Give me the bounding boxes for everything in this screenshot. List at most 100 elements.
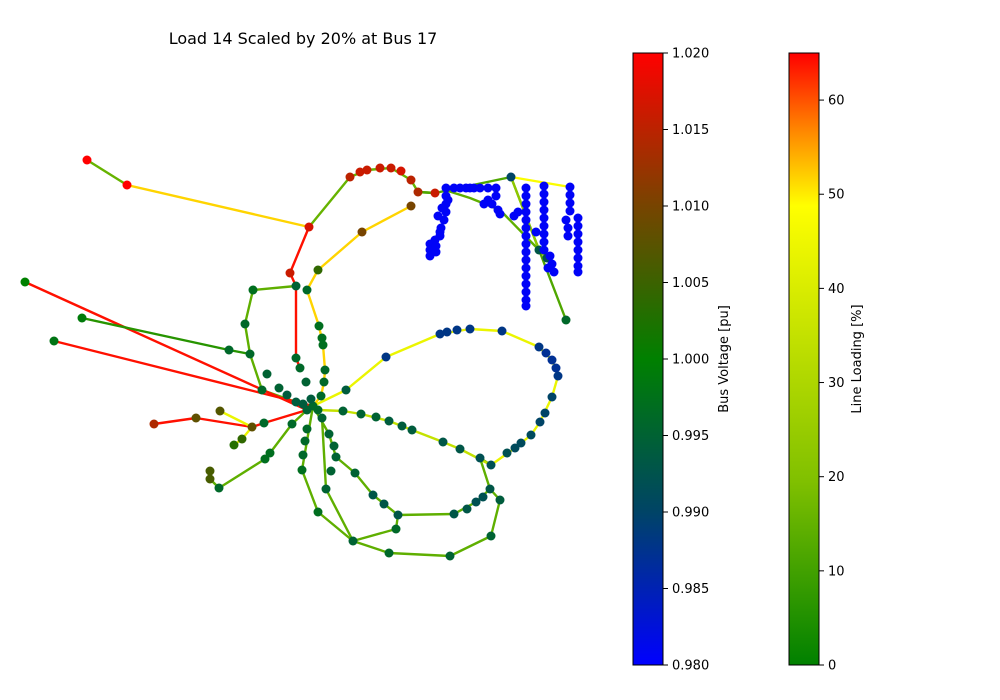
bus-point (413, 187, 423, 197)
bus-point (285, 268, 295, 278)
bus-point (540, 408, 550, 418)
bus-point (521, 223, 531, 233)
bus-point (302, 285, 312, 295)
bus-point (486, 531, 496, 541)
bus-point (475, 183, 485, 193)
line-segment (288, 226, 311, 287)
bus-point (317, 333, 327, 343)
bus-point (205, 466, 215, 476)
bus-point (462, 504, 472, 514)
bus-point (77, 313, 87, 323)
bus-point (356, 409, 366, 419)
bus-point (350, 468, 360, 478)
bus-point (521, 279, 531, 289)
bus-point (435, 329, 445, 339)
bus-point (345, 172, 355, 182)
bus-point (149, 419, 159, 429)
colorbar-tick-label: 40 (828, 282, 845, 297)
bus-layer (20, 155, 583, 561)
bus-point (541, 348, 551, 358)
bus-point (516, 438, 526, 448)
bus-point (341, 385, 351, 395)
bus-point (259, 418, 269, 428)
bus-point (534, 342, 544, 352)
loading-colorbar-gradient (788, 52, 820, 666)
bus-point (445, 551, 455, 561)
bus-point (521, 231, 531, 241)
bus-point (565, 198, 575, 208)
bus-point (502, 448, 512, 458)
bus-point (573, 237, 583, 247)
bus-point (316, 391, 326, 401)
bus-point (368, 490, 378, 500)
bus-point (495, 209, 505, 219)
bus-point (375, 163, 385, 173)
bus-point (438, 437, 448, 447)
bus-point (260, 454, 270, 464)
bus-point (491, 191, 501, 201)
bus-point (397, 421, 407, 431)
colorbar-tick-label: 0.985 (672, 582, 709, 597)
bus-point (547, 355, 557, 365)
bus-point (430, 188, 440, 198)
bus-point (539, 189, 549, 199)
bus-point (297, 465, 307, 475)
line-segment (510, 175, 571, 189)
bus-point (573, 229, 583, 239)
bus-point (240, 319, 250, 329)
bus-point (455, 444, 465, 454)
voltage-colorbar: 0.980 0.985 0.990 0.995 1.000 1.005 1.010 1.015… (632, 47, 732, 674)
bus-point (247, 422, 257, 432)
bus-point (302, 424, 312, 434)
bus-point (573, 245, 583, 255)
bus-point (495, 495, 505, 505)
bus-point (487, 199, 497, 209)
colorbar-tick-label: 1.005 (672, 276, 709, 291)
colorbar-tick-label: 1.010 (672, 200, 709, 215)
colorbar-tick-label: 20 (828, 470, 845, 485)
line-segment (219, 409, 254, 446)
bus-point (384, 548, 394, 558)
bus-point (324, 429, 334, 439)
bus-point (291, 281, 301, 291)
colorbar-tick-label: 1.015 (672, 123, 709, 138)
voltage-colorbar-gradient (632, 52, 664, 666)
colorbar-tick-label: 10 (828, 564, 845, 579)
bus-point (381, 352, 391, 362)
bus-point (313, 507, 323, 517)
loading-colorbar: 0 10 20 30 40 50 60 Line Loading [%] (788, 52, 865, 674)
bus-point (214, 483, 224, 493)
colorbar-tick-label: 0.980 (672, 659, 709, 674)
bus-point (545, 251, 555, 261)
bus-point (313, 405, 323, 415)
bus-point (539, 197, 549, 207)
bus-point (549, 267, 559, 277)
bus-point (506, 172, 516, 182)
bus-point (553, 371, 563, 381)
bus-point (551, 363, 561, 373)
bus-point (471, 497, 481, 507)
colorbar-tick-label: 50 (828, 188, 845, 203)
bus-point (248, 285, 258, 295)
bus-point (526, 430, 536, 440)
bus-point (386, 163, 396, 173)
bus-point (291, 397, 301, 407)
bus-point (521, 191, 531, 201)
line-segment (305, 204, 412, 407)
bus-point (573, 221, 583, 231)
bus-point (497, 326, 507, 336)
colorbar-tick-label: 1.000 (672, 353, 709, 368)
bus-point (237, 434, 247, 444)
line-segment (126, 183, 310, 229)
bus-point (535, 417, 545, 427)
bus-point (318, 340, 328, 350)
bus-point (320, 365, 330, 375)
bus-point (379, 499, 389, 509)
bus-point (521, 199, 531, 209)
bus-point (539, 237, 549, 247)
bus-point (321, 484, 331, 494)
bus-point (257, 385, 267, 395)
bus-point (49, 336, 59, 346)
bus-point (565, 182, 575, 192)
